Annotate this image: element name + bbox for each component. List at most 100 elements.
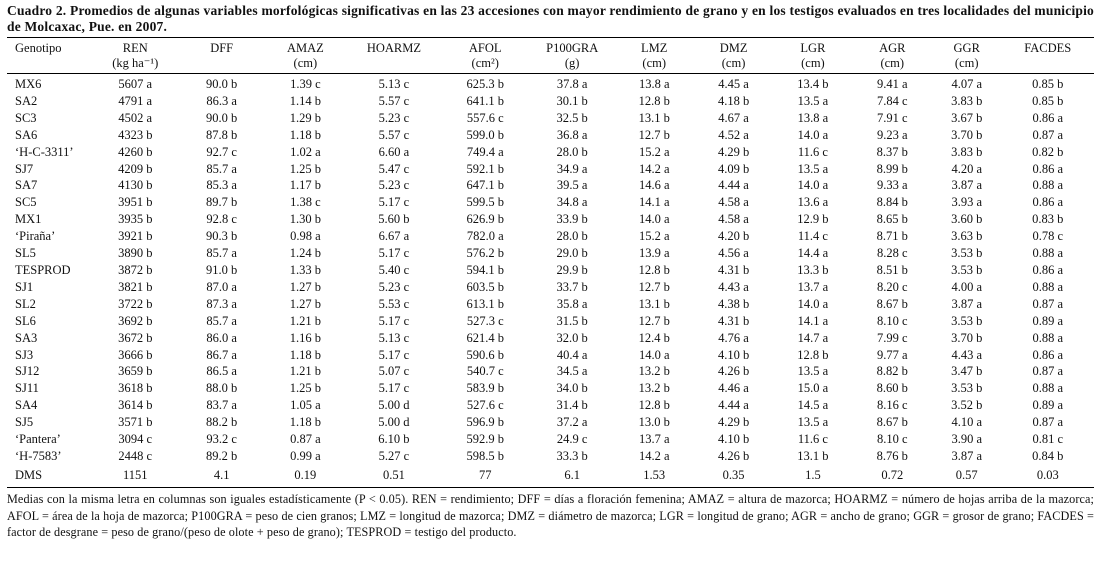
genotype-cell: ‘Pantera’ (15, 432, 61, 447)
value-cell: 0.87 a (1032, 415, 1064, 430)
value-cell: 8.37 b (876, 144, 908, 159)
value-cell: 8.82 b (876, 364, 908, 379)
value-cell: 15.0 a (797, 381, 829, 396)
value-cell: 527.6 c (466, 398, 504, 413)
value-cell: 599.5 b (466, 195, 504, 210)
value-cell: 5.57 c (378, 127, 410, 142)
table-row: TESPROD 3872 b 91.0 b 1.33 b 5.40 c 594.1 b 29… (7, 262, 1094, 279)
value-cell: 1.02 a (290, 144, 321, 159)
value-cell: 4.10 b (717, 347, 750, 362)
value-cell: 0.86 a (1032, 110, 1064, 125)
value-cell: 3.70 b (951, 127, 983, 142)
value-cell: 88.0 b (206, 381, 238, 396)
table-footnote: Medias con la misma letra en columnas so… (7, 491, 1094, 540)
value-cell: 3.83 b (951, 144, 983, 159)
value-cell: 1.21 b (289, 364, 321, 379)
table-row: SJ1 3821 b 87.0 a 1.27 b 5.23 c 603.5 b 33.7 b… (7, 279, 1094, 296)
value-cell: 4.10 b (717, 432, 750, 447)
column-unit-ren: (kg ha⁻¹) (90, 56, 180, 74)
value-cell: 14.0 a (638, 347, 670, 362)
table-row: SL6 3692 b 85.7 a 1.21 b 5.17 c 527.3 c 31.5 b… (7, 313, 1094, 330)
genotype-cell: SA6 (15, 127, 38, 142)
table-body: MX6 5607 a 90.0 b 1.39 c 5.13 c 625.3 b 37.8 a… (7, 74, 1094, 465)
value-cell: 3872 b (118, 262, 153, 277)
value-cell: 3666 b (118, 347, 153, 362)
value-cell: 5.17 c (378, 195, 410, 210)
value-cell: 4.58 a (718, 212, 749, 227)
value-cell: 0.86 a (1032, 161, 1064, 176)
value-cell: 36.8 a (556, 127, 588, 142)
value-cell: 13.2 b (638, 364, 670, 379)
genotype-cell: SC3 (15, 110, 37, 125)
column-unit-dmz: (cm) (693, 56, 774, 74)
genotype-cell: SA3 (15, 330, 38, 345)
value-cell: 590.6 b (466, 347, 504, 362)
value-cell: 86.3 a (206, 93, 237, 108)
value-cell: 5.07 c (378, 364, 410, 379)
value-cell: 1.27 b (289, 279, 321, 294)
column-header-ggr: GGR (931, 37, 1002, 56)
value-cell: 5.17 c (378, 381, 410, 396)
value-cell: 6.67 a (378, 229, 410, 244)
value-cell: 14.2 a (638, 161, 670, 176)
column-header-afol: AFOL (440, 37, 530, 56)
value-cell: 4.26 b (717, 364, 750, 379)
value-cell: 0.81 c (1032, 432, 1064, 447)
value-cell: 4.46 a (718, 381, 749, 396)
value-cell: 3.53 b (951, 246, 983, 261)
value-cell: 0.86 a (1032, 195, 1064, 210)
value-cell: 12.8 b (638, 262, 670, 277)
value-cell: 13.8 a (797, 110, 829, 125)
value-cell: 13.5 a (797, 161, 829, 176)
value-cell: 3.52 b (951, 398, 983, 413)
value-cell: 4.26 b (717, 448, 750, 463)
value-cell: 13.4 b (797, 77, 829, 91)
genotype-cell: SL2 (15, 296, 36, 311)
value-cell: 0.78 c (1032, 229, 1064, 244)
value-cell: 90.3 b (206, 229, 238, 244)
value-cell: 3.53 b (951, 313, 983, 328)
value-cell: 0.89 a (1032, 398, 1064, 413)
value-cell: 0.86 a (1032, 262, 1064, 277)
value-cell: 34.8 a (556, 195, 588, 210)
column-unit-amaz: (cm) (263, 56, 348, 74)
value-cell: 4.43 a (718, 279, 749, 294)
value-cell: 641.1 b (466, 93, 504, 108)
value-cell: 8.71 b (876, 229, 908, 244)
table-row: SA4 3614 b 83.7 a 1.05 a 5.00 d 527.6 c 31.4 b… (7, 397, 1094, 414)
value-cell: 92.7 c (206, 144, 237, 159)
table-caption: Cuadro 2. Promedios de algunas variables… (7, 3, 1094, 34)
column-header-dmz: DMZ (693, 37, 774, 56)
value-cell: 31.4 b (556, 398, 588, 413)
value-cell: 1.33 b (289, 262, 321, 277)
value-cell: 34.0 b (556, 381, 588, 396)
value-cell: 6.10 b (378, 432, 410, 447)
value-cell: 0.87 a (1032, 127, 1064, 142)
column-header-lgr: LGR (773, 37, 853, 56)
value-cell: 8.65 b (876, 212, 908, 227)
value-cell: 3.47 b (951, 364, 983, 379)
value-cell: 0.82 b (1032, 144, 1064, 159)
value-cell: 3692 b (118, 313, 153, 328)
value-cell: 3614 b (118, 398, 153, 413)
value-cell: 5.13 c (378, 77, 410, 91)
genotype-cell: ‘H-C-3311’ (15, 144, 74, 159)
table-row: SJ5 3571 b 88.2 b 1.18 b 5.00 d 596.9 b 37.2 a… (7, 414, 1094, 431)
value-cell: 14.7 a (797, 330, 829, 345)
header-unit-row: (kg ha⁻¹) (cm) (cm²) (g) (cm) (cm) (cm) (cm) (cm… (7, 56, 1094, 74)
value-cell: 4502 a (118, 110, 153, 125)
value-cell: 540.7 c (466, 364, 504, 379)
value-cell: 14.0 a (797, 296, 829, 311)
value-cell: 1.17 b (289, 178, 321, 193)
value-cell: 87.8 b (206, 127, 238, 142)
value-cell: 4.58 a (718, 195, 749, 210)
value-cell: 1.27 b (289, 296, 321, 311)
value-cell: 0.86 a (1032, 347, 1064, 362)
value-cell: 86.7 a (206, 347, 237, 362)
value-cell: 5.23 c (378, 178, 410, 193)
value-cell: 29.9 b (556, 262, 588, 277)
table-row: SA2 4791 a 86.3 a 1.14 b 5.57 c 641.1 b 30.1 b… (7, 93, 1094, 110)
table-row: SC5 3951 b 89.7 b 1.38 c 5.17 c 599.5 b 34.8 a… (7, 194, 1094, 211)
value-cell: 0.85 b (1032, 77, 1064, 91)
value-cell: 12.4 b (638, 330, 670, 345)
